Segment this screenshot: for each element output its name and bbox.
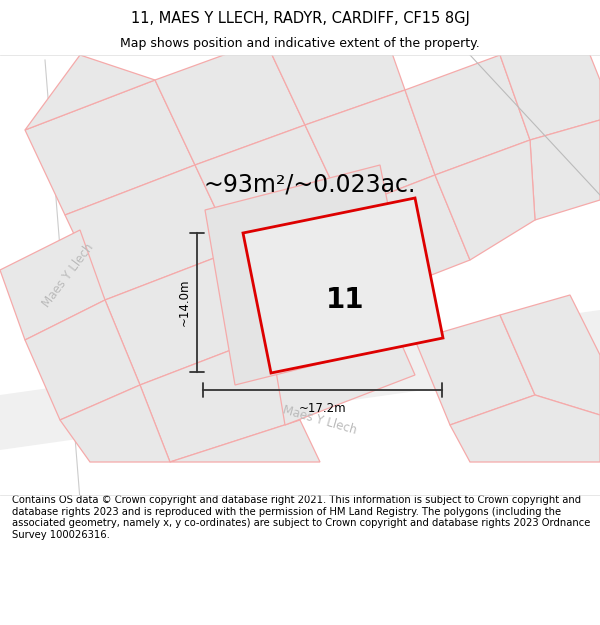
Polygon shape xyxy=(270,295,415,425)
Polygon shape xyxy=(435,140,535,260)
Polygon shape xyxy=(140,335,300,462)
Polygon shape xyxy=(170,420,320,462)
Polygon shape xyxy=(450,395,600,462)
Polygon shape xyxy=(195,125,345,250)
Polygon shape xyxy=(345,175,470,295)
Text: Maes Y Llech: Maes Y Llech xyxy=(281,403,358,437)
Polygon shape xyxy=(500,30,600,140)
Polygon shape xyxy=(415,315,535,425)
Text: ~17.2m: ~17.2m xyxy=(299,402,346,415)
Text: 11: 11 xyxy=(326,286,364,314)
Polygon shape xyxy=(265,5,405,125)
Polygon shape xyxy=(243,198,443,373)
Polygon shape xyxy=(530,120,600,220)
Polygon shape xyxy=(25,80,195,215)
Polygon shape xyxy=(205,165,415,385)
Polygon shape xyxy=(25,55,155,130)
Polygon shape xyxy=(305,90,435,210)
Polygon shape xyxy=(155,40,305,165)
Polygon shape xyxy=(25,300,140,420)
Text: Contains OS data © Crown copyright and database right 2021. This information is : Contains OS data © Crown copyright and d… xyxy=(12,495,590,540)
Text: Map shows position and indicative extent of the property.: Map shows position and indicative extent… xyxy=(120,38,480,51)
Polygon shape xyxy=(0,230,105,340)
Polygon shape xyxy=(405,55,530,175)
Text: Maes Y Llech: Maes Y Llech xyxy=(40,241,96,309)
Text: ~93m²/~0.023ac.: ~93m²/~0.023ac. xyxy=(204,173,416,197)
Text: 11, MAES Y LLECH, RADYR, CARDIFF, CF15 8GJ: 11, MAES Y LLECH, RADYR, CARDIFF, CF15 8… xyxy=(131,11,469,26)
Text: ~14.0m: ~14.0m xyxy=(178,279,191,326)
Polygon shape xyxy=(60,385,170,462)
Polygon shape xyxy=(105,250,270,385)
Polygon shape xyxy=(500,295,600,415)
Polygon shape xyxy=(0,310,600,450)
Polygon shape xyxy=(65,165,235,300)
